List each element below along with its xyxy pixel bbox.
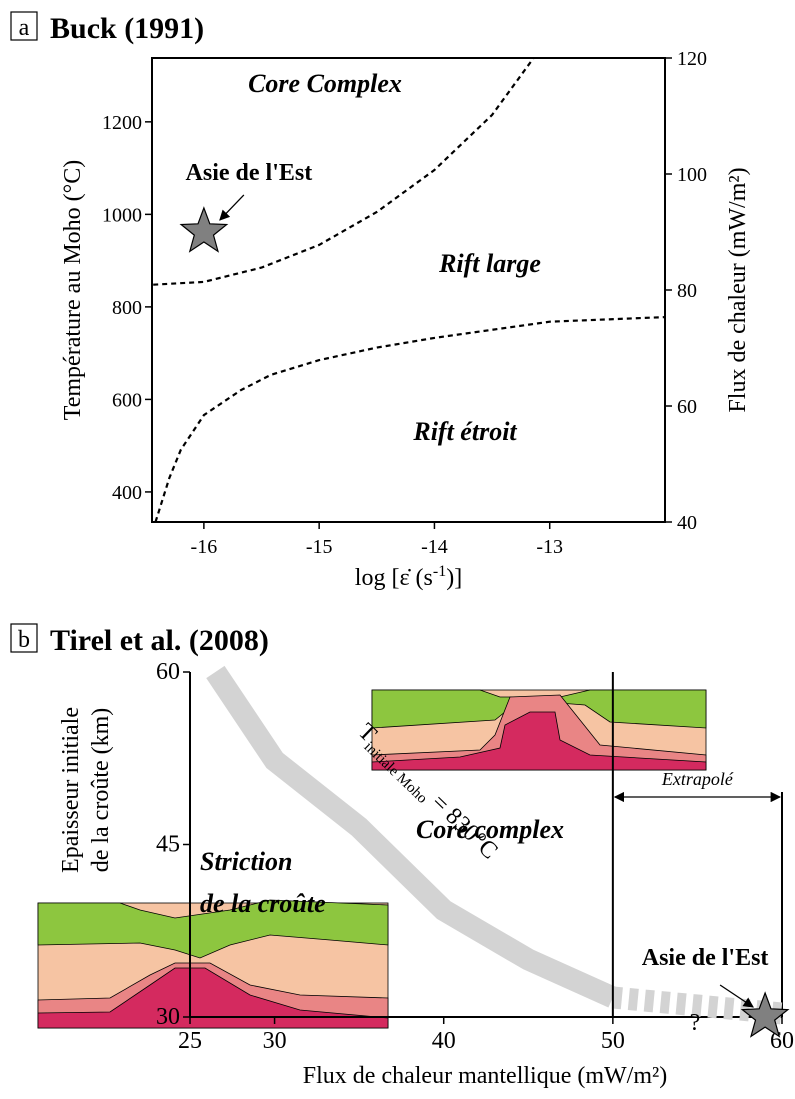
chart-title: Buck (1991) [50, 12, 204, 45]
x-axis-label-part: )] [446, 565, 462, 591]
y-axis-label: de la croûte (km) [88, 708, 114, 873]
region-label: Rift large [438, 249, 541, 278]
y-tick-label: 45 [156, 832, 180, 858]
panel-letter: a [19, 15, 30, 41]
chart-title: Tirel et al. (2008) [50, 624, 269, 657]
y-tick-label: 800 [112, 297, 142, 319]
annotation-arrow [219, 194, 245, 221]
x-tick-label: 25 [178, 1028, 202, 1054]
x-axis-label: Flux de chaleur mantellique (mW/m²) [303, 1063, 667, 1089]
y-tick-label: 60 [156, 659, 180, 685]
moho-band [206, 665, 618, 1008]
y2-tick-label: 60 [677, 396, 697, 418]
y-tick-label: 600 [112, 389, 142, 411]
x-axis-label: log [ε̇ (s-1)] [355, 563, 462, 591]
region-label: Rift étroit [412, 417, 517, 446]
panel-box [10, 11, 38, 41]
x-tick-label: 30 [263, 1028, 287, 1054]
moho-band [611, 986, 784, 1025]
point-label: Asie de l'Est [642, 945, 769, 971]
region-label: Core Complex [248, 69, 402, 98]
x-tick-label: 40 [432, 1028, 456, 1054]
boundary-line [154, 316, 666, 523]
y2-tick-label: 80 [677, 280, 697, 302]
region-label: ? [690, 1010, 701, 1036]
y-tick-label: 400 [112, 482, 142, 504]
core-complex-section [371, 689, 707, 771]
plot-frame [151, 57, 666, 523]
x-tick-label: -15 [306, 536, 333, 558]
y2-axis-label: Flux de chaleur (mW/m²) [725, 167, 751, 412]
x-tick-label: -16 [191, 536, 218, 558]
y-axis-label: Epaisseur initiale [58, 707, 84, 873]
x-axis-label-part: log [ε̇ (s [355, 565, 433, 591]
star-marker [740, 991, 790, 1038]
striction-section [37, 899, 389, 1029]
y2-tick-label: 100 [677, 164, 707, 186]
extrapolation-label: Extrapolé [661, 769, 734, 789]
region-label: Core complex [416, 815, 564, 844]
panel-box [10, 623, 38, 653]
y-tick-label: 1000 [102, 204, 142, 226]
x-axis-label-part: -1 [433, 563, 446, 580]
star-marker [179, 206, 229, 253]
region-label: de la croûte [200, 889, 326, 918]
y-tick-label: 30 [156, 1004, 180, 1030]
annotation-arrow [719, 984, 754, 1008]
y-tick-label: 1200 [102, 112, 142, 134]
y2-tick-label: 120 [677, 48, 707, 70]
region-label: Striction [200, 847, 292, 876]
panel-letter: b [18, 627, 30, 653]
y-axis-label: Température au Moho (°C) [60, 160, 86, 421]
x-tick-label: -14 [421, 536, 448, 558]
x-tick-label: -13 [536, 536, 563, 558]
x-tick-label: 50 [601, 1028, 625, 1054]
y2-tick-label: 40 [677, 512, 697, 534]
point-label: Asie de l'Est [186, 160, 313, 186]
